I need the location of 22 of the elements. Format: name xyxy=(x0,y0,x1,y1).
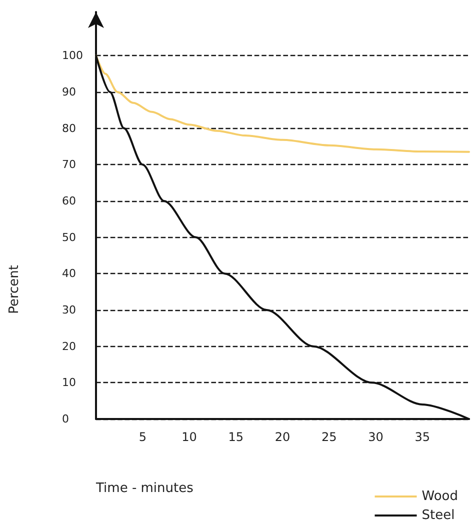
x-tick-label: 30 xyxy=(368,430,384,444)
x-tick-label: 10 xyxy=(182,430,197,444)
x-tick-label: 15 xyxy=(228,430,244,444)
legend-label: Steel xyxy=(422,508,455,523)
y-tick-label: 60 xyxy=(62,194,76,208)
y-tick-label: 0 xyxy=(62,412,69,426)
y-tick-label: 100 xyxy=(62,49,83,62)
y-tick-label: 70 xyxy=(62,158,76,172)
y-tick-label: 50 xyxy=(62,230,76,244)
y-tick-label: 20 xyxy=(62,340,76,353)
x-axis-title: Time - minutes xyxy=(95,481,194,496)
y-tick-label: 80 xyxy=(62,122,76,135)
x-tick-label: 5 xyxy=(138,430,146,444)
y-axis-title: Percent xyxy=(7,264,22,314)
y-tick-label: 30 xyxy=(62,303,76,316)
y-tick-label: 40 xyxy=(62,267,76,280)
legend-label: Wood xyxy=(422,489,458,504)
y-tick-label: 10 xyxy=(62,376,76,390)
y-tick-label: 90 xyxy=(62,85,76,98)
x-tick-label: 35 xyxy=(414,430,430,444)
x-tick-label: 20 xyxy=(274,430,290,444)
x-tick-label: 25 xyxy=(321,430,337,444)
